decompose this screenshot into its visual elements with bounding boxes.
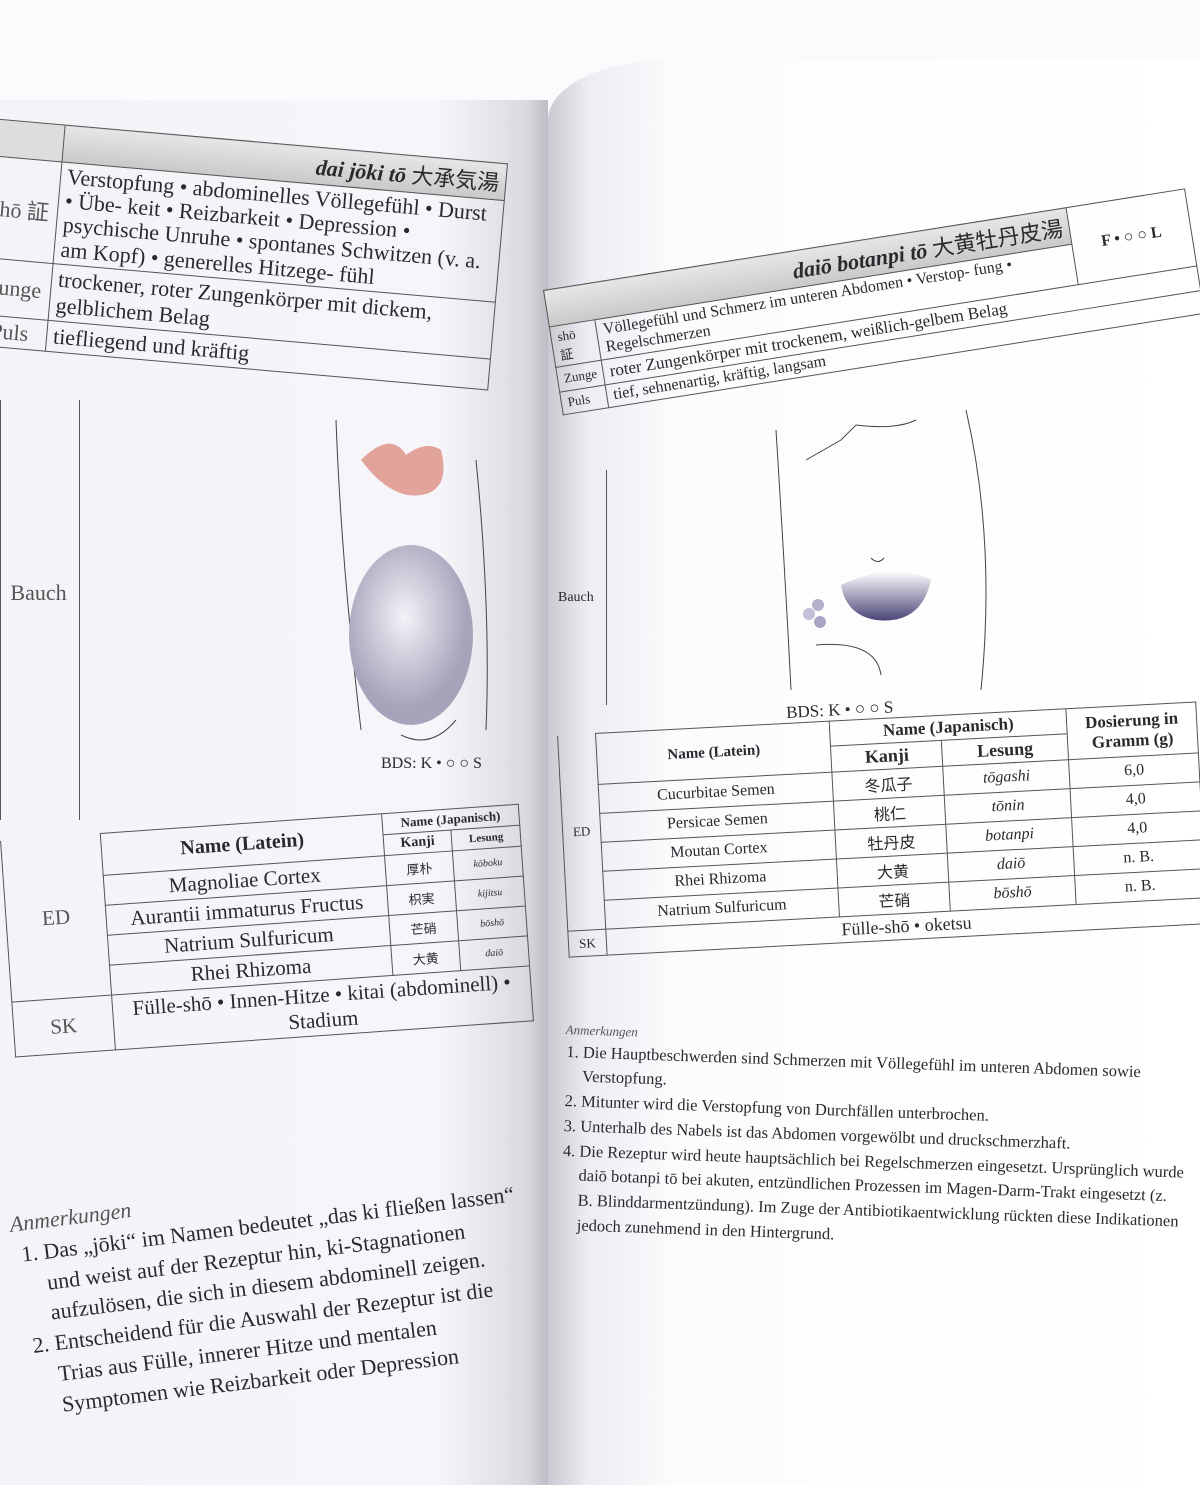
left-formula-title: dai jōki tō: [314, 154, 408, 188]
right-formula-table-top: daiō botanpi tō 大黄牡丹皮湯 F • ○ ○ L shō 証 Völ…: [543, 188, 1200, 415]
reading: bōshō: [456, 906, 528, 941]
left-ingredients: ED Name (Latein) Name (Japanisch) Kanji L…: [0, 804, 534, 1058]
left-notes: Anmerkungen Das „jōki“ im Namen bedeutet…: [8, 1148, 540, 1424]
left-ed-label: ED: [0, 833, 112, 1003]
right-sk-label: SK: [567, 929, 608, 958]
kanji: 大黄: [390, 940, 461, 976]
pressure-point: [812, 599, 824, 611]
left-page: dai jōki tō 大承気湯 shō 証 Verstopfung • abdo…: [0, 100, 548, 1485]
kanji: 厚朴: [384, 850, 455, 886]
label-sho: shō 証: [0, 155, 62, 264]
reading: kijitsu: [454, 876, 526, 911]
label-bauch: Bauch: [10, 580, 67, 605]
right-bauch-row: Bauch: [556, 409, 1196, 705]
abdomen-illustration: [775, 409, 987, 691]
body-outline: [775, 429, 792, 691]
body-outline: [335, 419, 362, 731]
label-zunge: Zunge: [0, 256, 54, 321]
left-sk-label: SK: [11, 995, 116, 1057]
reading: daiō: [458, 935, 530, 971]
note-item: Die Rezeptur wird heute hauptsächlich be…: [576, 1139, 1186, 1259]
kanji: 枳実: [386, 880, 457, 916]
left-bauch-row: Bauch BDS: K • ○ ○ S: [0, 400, 510, 820]
right-header-dose: Dosierung in Gramm (g): [1065, 702, 1199, 760]
label-sho: shō 証: [549, 319, 602, 368]
left-bds: BDS: K • ○ ○ S: [381, 755, 482, 772]
abdominal-tension-marking: [349, 545, 473, 725]
reading: kōboku: [452, 846, 524, 881]
left-formula-kanji: 大承気湯: [410, 163, 501, 196]
lower-abdominal-marking: [841, 571, 931, 621]
right-notes: Anmerkungen Die Hauptbeschwerden sind Sc…: [558, 1020, 1190, 1259]
navel: [870, 557, 885, 562]
left-formula-table-top: dai jōki tō 大承気湯 shō 証 Verstopfung • abdo…: [0, 118, 508, 390]
abdomen-illustration: [335, 419, 488, 741]
right-page: daiō botanpi tō 大黄牡丹皮湯 F • ○ ○ L shō 証 Völ…: [543, 60, 1200, 1485]
epigastric-marking: [361, 443, 444, 496]
right-ingredients: BDS: K • ○ ○ S ED Name (Latein) Name (Ja…: [556, 682, 1200, 958]
label-puls: Puls: [0, 313, 49, 351]
kanji: 芒硝: [388, 910, 459, 946]
label-bauch: Bauch: [558, 590, 594, 605]
